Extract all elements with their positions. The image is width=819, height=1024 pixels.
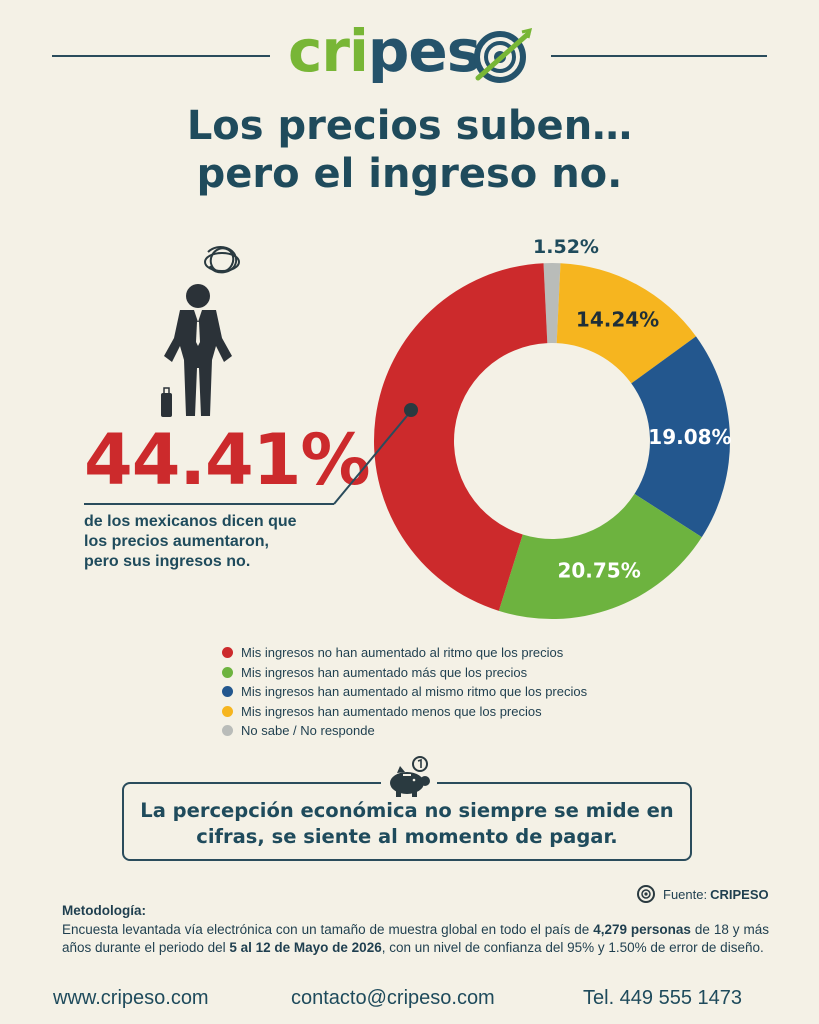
stressed-man-illustration — [161, 246, 240, 417]
legend-swatch — [222, 647, 233, 659]
methodology-title: Metodología: — [62, 903, 146, 918]
caption-line-3: pero sus ingresos no. — [84, 553, 251, 570]
quote-line-1: La percepción económica no siempre se mi… — [140, 799, 674, 822]
donut-slice — [498, 493, 702, 619]
legend-label: Mis ingresos no han aumentado al ritmo q… — [241, 645, 564, 661]
highlight-percentage: 44.41% — [84, 419, 371, 501]
footer-email[interactable]: contacto@cripeso.com — [291, 987, 495, 1009]
quote-line-2: cifras, se siente al momento de pagar. — [196, 825, 618, 848]
quote-text: La percepción económica no siempre se mi… — [122, 798, 692, 850]
source-credit: Fuente: CRIPESO — [636, 884, 769, 904]
scribble-icon — [204, 246, 240, 274]
slice-value-label: 19.08% — [648, 425, 731, 449]
brand-logo: cripes — [288, 17, 481, 85]
slice-value-label: 20.75% — [557, 559, 640, 583]
legend-swatch — [222, 705, 233, 717]
title-line-2: pero el ingreso no. — [196, 151, 623, 197]
donut-labels: 1.52% 14.24% 19.08% 20.75% — [533, 236, 732, 583]
caption-line-1: de los mexicanos dicen que — [84, 513, 297, 530]
slice-value-label: 1.52% — [533, 236, 599, 258]
legend-item: Mis ingresos han aumentado menos que los… — [222, 702, 587, 722]
legend-item: Mis ingresos han aumentado más que los p… — [222, 663, 587, 683]
callout-line — [333, 410, 412, 505]
donut-slice — [543, 263, 561, 344]
target-globe-icon — [474, 27, 533, 83]
donut-slices — [374, 263, 731, 619]
legend-item: Mis ingresos no han aumentado al ritmo q… — [222, 643, 587, 663]
source-label: Fuente: — [663, 886, 708, 902]
legend-label: Mis ingresos han aumentado menos que los… — [241, 703, 542, 719]
legend-label: Mis ingresos han aumentado más que los p… — [241, 664, 528, 680]
methodology-text: Encuesta levantada vía electrónica con u… — [62, 922, 769, 955]
highlight-caption: de los mexicanos dicen que los precios a… — [84, 512, 344, 572]
footer-phone[interactable]: Tel. 449 555 1473 — [583, 987, 743, 1009]
header-rule-left — [52, 55, 270, 57]
footer-website[interactable]: www.cripeso.com — [53, 987, 209, 1009]
caption-line-2: los precios aumentaron, — [84, 533, 269, 550]
legend-swatch — [222, 725, 233, 737]
highlight-underline — [84, 503, 334, 505]
legend-label: Mis ingresos han aumentado al mismo ritm… — [241, 684, 588, 700]
legend-item: Mis ingresos han aumentado al mismo ritm… — [222, 682, 587, 702]
piggy-bank-icon — [390, 756, 430, 797]
source-name: CRIPESO — [710, 886, 769, 902]
callout-dot — [404, 403, 418, 417]
header-rule-right — [551, 55, 767, 57]
chart-legend: Mis ingresos no han aumentado al ritmo q… — [222, 643, 587, 741]
legend-item: No sabe / No responde — [222, 721, 587, 741]
legend-label: No sabe / No responde — [241, 723, 375, 739]
legend-swatch — [222, 686, 233, 698]
title-line-1: Los precios suben… — [186, 103, 633, 149]
donut-slice — [556, 263, 697, 384]
page-title: Los precios suben… pero el ingreso no. — [0, 102, 819, 198]
source-logo-icon — [637, 885, 655, 903]
donut-slice — [631, 336, 731, 538]
legend-swatch — [222, 666, 233, 678]
slice-value-label: 14.24% — [576, 308, 659, 332]
donut-slice — [374, 263, 548, 611]
